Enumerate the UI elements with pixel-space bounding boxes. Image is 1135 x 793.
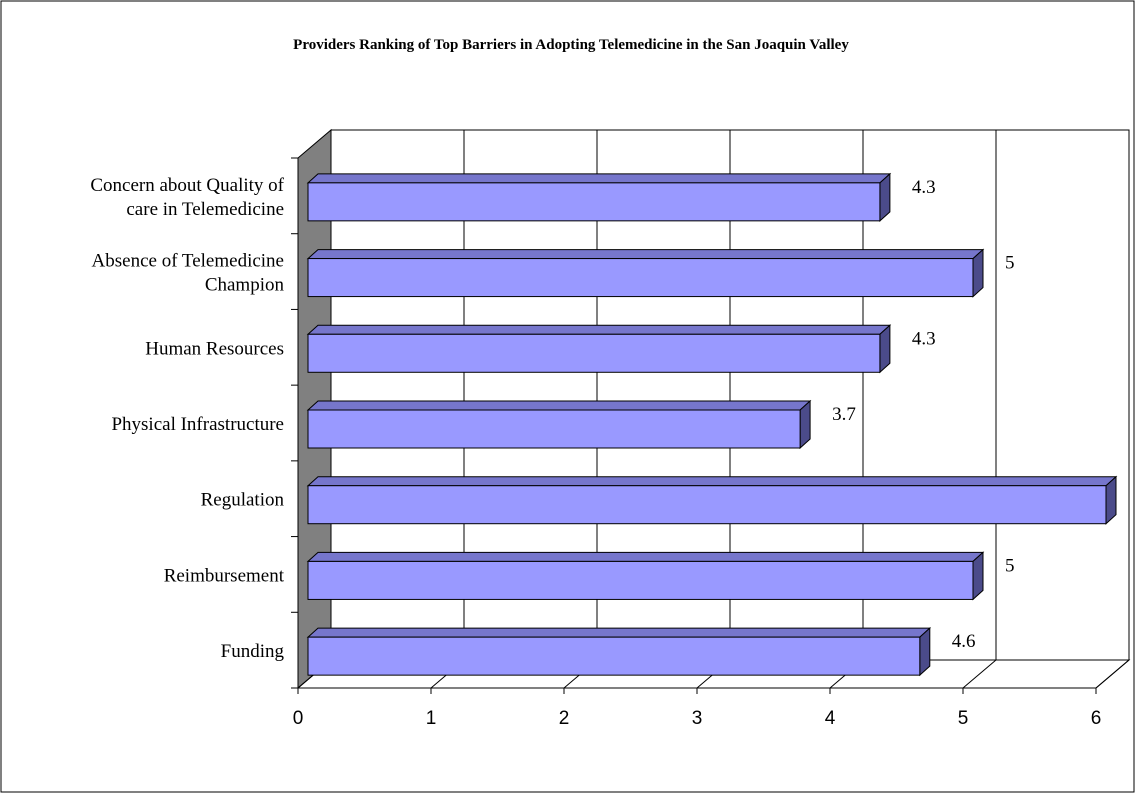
bar-top <box>306 476 1118 487</box>
x-tick-label: 0 <box>293 708 304 729</box>
chart-title: Providers Ranking of Top Barriers in Ado… <box>293 37 849 53</box>
category-label: care in Telemedicine <box>126 199 284 220</box>
category-label: Regulation <box>201 490 285 511</box>
bar <box>307 182 881 222</box>
bar-top <box>306 551 985 562</box>
data-label: 3.7 <box>832 404 856 425</box>
x-tick-label: 3 <box>692 708 703 729</box>
bar-top <box>306 627 932 638</box>
bar-top <box>306 249 985 260</box>
category-label: Absence of Telemedicine <box>92 251 284 272</box>
bar <box>307 333 881 373</box>
bar-side <box>972 248 984 298</box>
floor-gridline <box>1095 659 1130 689</box>
bar-top <box>306 324 892 335</box>
x-tick-label: 5 <box>958 708 969 729</box>
bar-top <box>306 400 812 411</box>
bar <box>307 485 1107 525</box>
data-label: 4.6 <box>952 631 976 652</box>
bar-top <box>306 173 892 184</box>
bar-side <box>919 627 931 677</box>
category-label: Reimbursement <box>164 565 285 586</box>
data-label: 4.3 <box>912 328 936 349</box>
data-label: 4.3 <box>912 177 936 198</box>
category-label: Physical Infrastructure <box>111 414 284 435</box>
bar <box>307 258 974 298</box>
x-tick-label: 6 <box>1091 708 1102 729</box>
bar-side <box>879 324 891 374</box>
bar-side <box>879 172 891 222</box>
x-tick-label: 1 <box>426 708 437 729</box>
category-label: Funding <box>221 641 285 662</box>
bar-side <box>972 551 984 601</box>
bar-side <box>1105 475 1117 525</box>
data-label: 5 <box>1005 253 1015 274</box>
x-tick-label: 4 <box>825 708 836 729</box>
bar <box>307 560 974 600</box>
bar <box>307 636 921 676</box>
category-label: Human Resources <box>145 338 284 359</box>
bar-side <box>799 399 811 450</box>
category-label: Concern about Quality of <box>90 175 284 196</box>
floor-gridline <box>962 659 997 689</box>
plot-area: 0 1 2 3 4 5 6 4.3 Concern about Quality of care i… <box>90 128 1131 729</box>
bar <box>307 409 801 449</box>
data-label: 5 <box>1005 555 1015 576</box>
x-tick-label: 2 <box>559 708 570 729</box>
category-label: Champion <box>205 275 285 296</box>
